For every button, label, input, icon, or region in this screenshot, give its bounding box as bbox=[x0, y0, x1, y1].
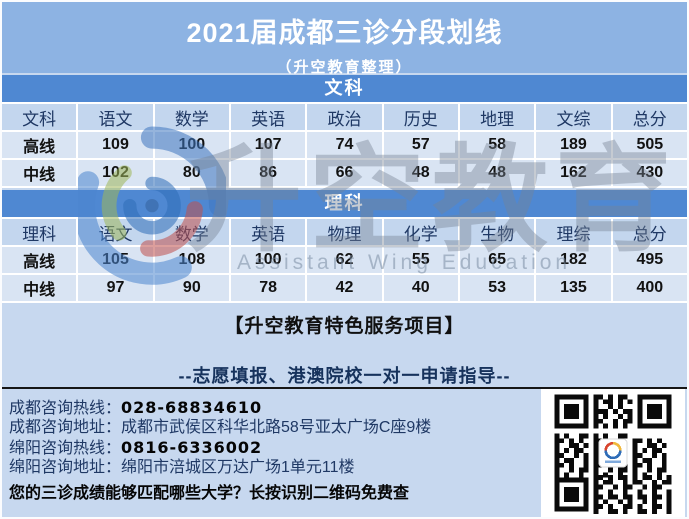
score-cell: 90 bbox=[154, 275, 231, 301]
contact-line: 绵阳咨询热线：0816-6336002 bbox=[9, 438, 687, 458]
address-text: 绵阳市涪城区万达广场1单元11楼 bbox=[121, 459, 355, 476]
services-line: --志愿填报、港澳院校一对一申请指导-- bbox=[178, 366, 511, 386]
col-header: 化学 bbox=[383, 219, 460, 245]
services-heading: 【升空教育特色服务项目】 bbox=[224, 316, 465, 337]
row-label: 高线 bbox=[2, 247, 79, 273]
score-cell: 62 bbox=[307, 247, 384, 273]
score-cell: 400 bbox=[612, 275, 687, 301]
col-header: 文综 bbox=[536, 104, 613, 130]
wenke-band: 文科 bbox=[2, 75, 687, 102]
contact-label: 成都咨询热线： bbox=[9, 400, 122, 417]
page-title: 2021届成都三诊分段划线 bbox=[186, 18, 503, 48]
col-header: 理综 bbox=[536, 219, 613, 245]
col-header: 总分 bbox=[612, 219, 687, 245]
score-cell: 65 bbox=[459, 247, 537, 273]
score-cell: 80 bbox=[154, 160, 231, 186]
col-header: 理科 bbox=[2, 219, 79, 245]
score-cell: 105 bbox=[78, 247, 155, 273]
col-header: 英语 bbox=[230, 104, 308, 130]
score-cell: 108 bbox=[154, 247, 231, 273]
col-header: 物理 bbox=[307, 219, 384, 245]
contact-line: 绵阳咨询地址：绵阳市涪城区万达广场1单元11楼 bbox=[9, 458, 687, 478]
score-cell: 430 bbox=[612, 160, 687, 186]
row-label: 中线 bbox=[2, 275, 79, 301]
table-header-row: 理科 语文 数学 英语 物理 化学 生物 理综 总分 bbox=[2, 219, 687, 247]
table-header-row: 文科 语文 数学 英语 政治 历史 地理 文综 总分 bbox=[2, 104, 687, 132]
score-cell: 53 bbox=[459, 275, 537, 301]
table-row: 中线 102 80 86 66 48 48 162 430 bbox=[2, 160, 687, 188]
score-cell: 48 bbox=[459, 160, 537, 186]
header-band: 2021届成都三诊分段划线 （升空教育整理） bbox=[2, 2, 687, 76]
page-subtitle: （升空教育整理） bbox=[276, 59, 413, 76]
col-header: 文科 bbox=[2, 104, 79, 130]
row-label: 中线 bbox=[2, 160, 79, 186]
col-header: 地理 bbox=[459, 104, 537, 130]
cta-text: 您的三诊成绩能够匹配哪些大学？长按识别二维码免费查 bbox=[9, 485, 410, 502]
score-cell: 162 bbox=[536, 160, 613, 186]
score-cell: 40 bbox=[383, 275, 460, 301]
score-cell: 58 bbox=[459, 132, 537, 158]
col-header: 政治 bbox=[307, 104, 384, 130]
score-cell: 100 bbox=[230, 247, 308, 273]
qr-code bbox=[541, 389, 685, 517]
score-cell: 109 bbox=[78, 132, 155, 158]
col-header: 总分 bbox=[612, 104, 687, 130]
qr-center-logo-icon bbox=[598, 438, 628, 468]
contact-label: 绵阳咨询热线： bbox=[9, 440, 122, 457]
like-band: 理科 bbox=[2, 190, 687, 217]
score-cell: 55 bbox=[383, 247, 460, 273]
score-cell: 97 bbox=[78, 275, 155, 301]
like-table: 理科 语文 数学 英语 物理 化学 生物 理综 总分 高线 105 108 10… bbox=[2, 217, 687, 303]
contact-label: 绵阳咨询地址： bbox=[9, 459, 122, 476]
col-header: 数学 bbox=[154, 219, 231, 245]
score-cell: 107 bbox=[230, 132, 308, 158]
table-row: 高线 105 108 100 62 55 65 182 495 bbox=[2, 247, 687, 275]
col-header: 语文 bbox=[78, 104, 155, 130]
score-cell: 86 bbox=[230, 160, 308, 186]
address-text: 成都市武侯区科华北路58号亚太广场C座9楼 bbox=[121, 419, 432, 436]
score-cell: 182 bbox=[536, 247, 613, 273]
table-row: 中线 97 90 78 42 40 53 135 400 bbox=[2, 275, 687, 303]
services-section: 【升空教育特色服务项目】 --志愿填报、港澳院校一对一申请指导-- bbox=[2, 303, 687, 387]
col-header: 数学 bbox=[154, 104, 231, 130]
score-cell: 74 bbox=[307, 132, 384, 158]
score-cell: 100 bbox=[154, 132, 231, 158]
contact-line: 成都咨询热线：028-68834610 bbox=[9, 398, 687, 418]
score-cell: 78 bbox=[230, 275, 308, 301]
row-label: 高线 bbox=[2, 132, 79, 158]
score-cell: 495 bbox=[612, 247, 687, 273]
contact-section: 成都咨询热线：028-68834610 成都咨询地址：成都市武侯区科华北路58号… bbox=[2, 387, 687, 517]
col-header: 生物 bbox=[459, 219, 537, 245]
score-cell: 102 bbox=[78, 160, 155, 186]
score-cell: 57 bbox=[383, 132, 460, 158]
score-cell: 189 bbox=[536, 132, 613, 158]
wenke-table: 文科 语文 数学 英语 政治 历史 地理 文综 总分 高线 109 100 10… bbox=[2, 102, 687, 188]
contact-line: 成都咨询地址：成都市武侯区科华北路58号亚太广场C座9楼 bbox=[9, 418, 687, 438]
score-cell: 66 bbox=[307, 160, 384, 186]
score-cell: 42 bbox=[307, 275, 384, 301]
phone-number: 028-68834610 bbox=[121, 398, 263, 417]
contact-label: 成都咨询地址： bbox=[9, 419, 122, 436]
col-header: 语文 bbox=[78, 219, 155, 245]
col-header: 历史 bbox=[383, 104, 460, 130]
score-cell: 48 bbox=[383, 160, 460, 186]
score-cell: 505 bbox=[612, 132, 687, 158]
col-header: 英语 bbox=[230, 219, 308, 245]
qr-code-icon bbox=[552, 392, 674, 514]
phone-number: 0816-6336002 bbox=[121, 438, 263, 457]
table-row: 高线 109 100 107 74 57 58 189 505 bbox=[2, 132, 687, 160]
score-cell: 135 bbox=[536, 275, 613, 301]
